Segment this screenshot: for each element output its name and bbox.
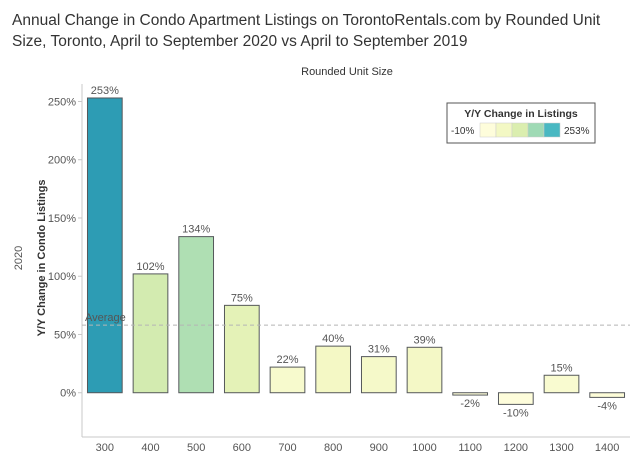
x-tick-label: 1100 — [458, 442, 482, 454]
data-label: 40% — [322, 333, 344, 345]
data-label: 102% — [136, 261, 164, 273]
bar — [497, 392, 534, 405]
data-label: 39% — [413, 334, 435, 346]
data-label: 75% — [231, 292, 253, 304]
legend-swatch — [527, 122, 545, 138]
bar — [269, 366, 306, 394]
legend-swatch — [495, 122, 513, 138]
legend-swatch — [479, 122, 497, 138]
x-tick-label: 1200 — [504, 442, 528, 454]
row-header: 2020 — [13, 246, 25, 270]
legend-swatch — [543, 122, 561, 138]
bar — [543, 374, 580, 394]
y-axis-label: Y/Y Change in Condo Listings — [36, 180, 48, 337]
data-label: -4% — [597, 400, 617, 412]
legend-min-label: -10% — [451, 126, 474, 137]
average-label: Average — [85, 312, 126, 324]
legend: Y/Y Change in Listings -10% 253% — [446, 102, 596, 144]
data-label: -10% — [503, 407, 529, 419]
y-tick-label: 0% — [60, 388, 76, 400]
x-tick-label: 1400 — [595, 442, 619, 454]
legend-max-label: 253% — [564, 126, 590, 137]
y-tick-label: 200% — [48, 155, 76, 167]
x-tick-label: 600 — [233, 442, 251, 454]
legend-swatch — [511, 122, 529, 138]
bar — [360, 356, 397, 394]
chart-title: Annual Change in Condo Apartment Listing… — [12, 12, 601, 50]
bar — [452, 392, 489, 396]
x-tick-label: 800 — [324, 442, 342, 454]
x-tick-label: 700 — [278, 442, 296, 454]
data-label: 134% — [182, 224, 210, 236]
column-header: Rounded Unit Size — [301, 66, 393, 78]
x-tick-label: 400 — [141, 442, 159, 454]
bar — [86, 97, 123, 394]
x-tick-label: 300 — [96, 442, 114, 454]
data-label: 22% — [276, 354, 298, 366]
bar — [406, 346, 443, 394]
x-tick-label: 1300 — [549, 442, 573, 454]
x-tick-label: 500 — [187, 442, 205, 454]
y-tick-label: 150% — [48, 213, 76, 225]
bar — [589, 392, 626, 398]
bar — [178, 236, 215, 394]
y-tick-label: 50% — [54, 329, 76, 341]
data-label: 253% — [91, 85, 119, 97]
y-tick-label: 250% — [48, 96, 76, 108]
bar — [132, 273, 169, 394]
x-tick-label: 900 — [370, 442, 388, 454]
data-label: 15% — [550, 362, 572, 374]
bar — [315, 345, 352, 394]
data-label: 31% — [368, 344, 390, 356]
y-tick-label: 100% — [48, 271, 76, 283]
data-label: -2% — [460, 398, 480, 410]
bar — [223, 304, 260, 394]
legend-title: Y/Y Change in Listings — [464, 108, 578, 120]
x-tick-label: 1000 — [412, 442, 436, 454]
